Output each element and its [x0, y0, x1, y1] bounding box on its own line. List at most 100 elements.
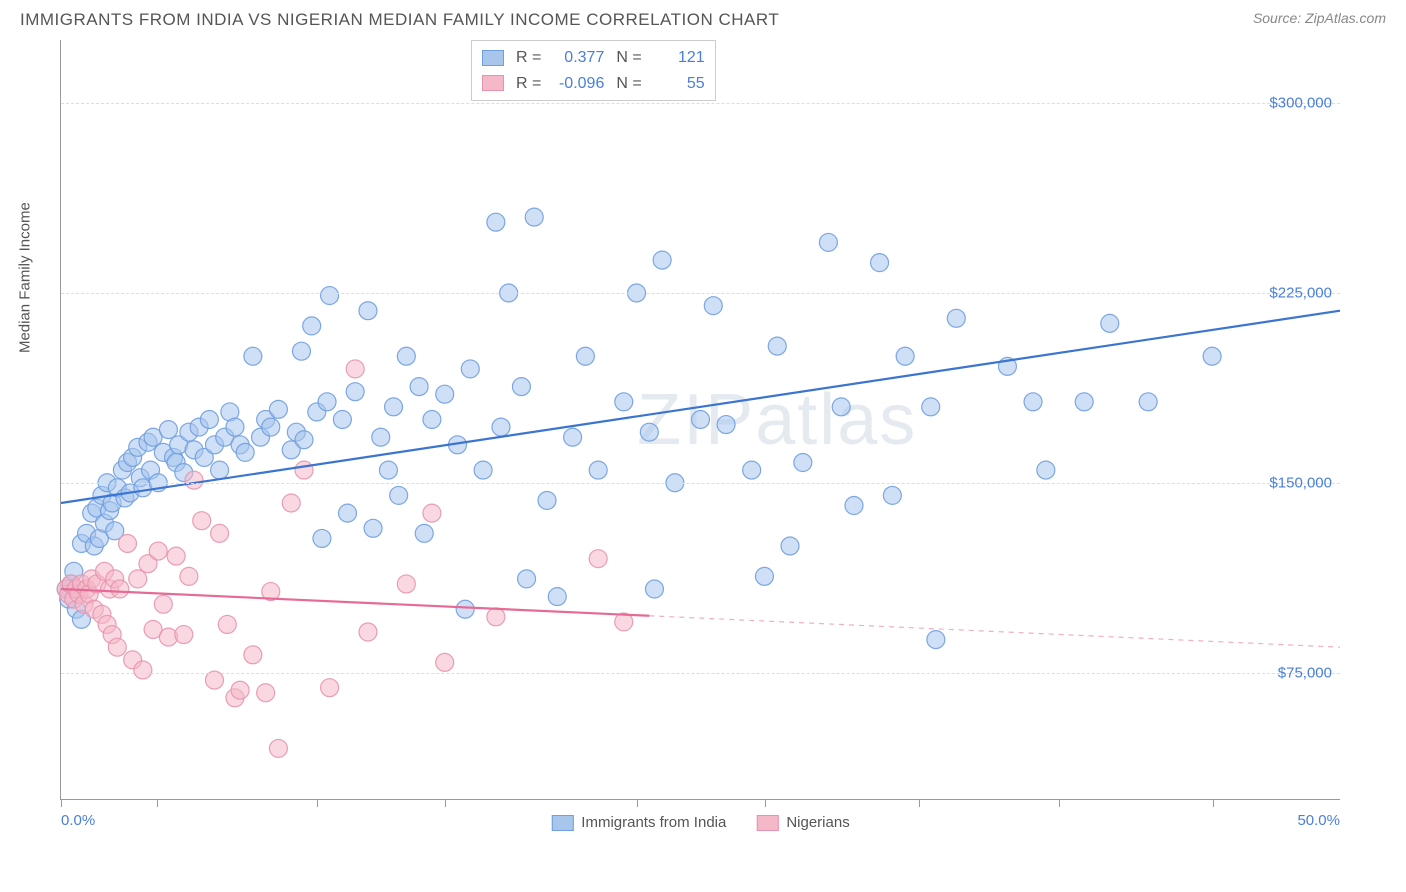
data-point — [231, 681, 249, 699]
x-tick — [61, 799, 62, 807]
data-point — [211, 524, 229, 542]
data-point — [313, 529, 331, 547]
data-point — [321, 287, 339, 305]
data-point — [704, 297, 722, 315]
chart-container: IMMIGRANTS FROM INDIA VS NIGERIAN MEDIAN… — [10, 10, 1396, 882]
data-point — [397, 347, 415, 365]
plot-wrapper: Median Family Income ZIPatlas R = 0.377 … — [60, 40, 1396, 800]
data-point — [154, 595, 172, 613]
data-point — [1203, 347, 1221, 365]
data-point — [269, 739, 287, 757]
data-point — [922, 398, 940, 416]
data-point — [180, 567, 198, 585]
x-tick — [1213, 799, 1214, 807]
data-point — [159, 421, 177, 439]
n-value-india: 121 — [650, 45, 705, 71]
data-point — [269, 400, 287, 418]
data-point — [321, 679, 339, 697]
data-point — [244, 646, 262, 664]
data-point — [318, 393, 336, 411]
data-point — [781, 537, 799, 555]
data-point — [129, 570, 147, 588]
legend-swatch-nigeria-bottom — [756, 815, 778, 831]
bottom-legend-item-nigeria: Nigerians — [756, 814, 849, 831]
data-point — [200, 411, 218, 429]
y-axis-title: Median Family Income — [17, 202, 34, 353]
data-point — [487, 213, 505, 231]
data-point — [564, 428, 582, 446]
x-tick — [637, 799, 638, 807]
data-point — [474, 461, 492, 479]
y-tick-label: $150,000 — [1269, 475, 1332, 492]
data-point — [1075, 393, 1093, 411]
data-point — [512, 378, 530, 396]
data-point — [645, 580, 663, 598]
data-point — [379, 461, 397, 479]
data-point — [333, 411, 351, 429]
data-point — [211, 461, 229, 479]
data-point — [359, 623, 377, 641]
data-point — [436, 653, 454, 671]
data-point — [423, 504, 441, 522]
data-point — [743, 461, 761, 479]
legend-stats-row-1: R = -0.096 N = 55 — [482, 71, 705, 97]
x-tick — [919, 799, 920, 807]
scatter-svg — [61, 40, 1340, 799]
data-point — [589, 461, 607, 479]
y-tick-label: $75,000 — [1278, 665, 1332, 682]
data-point — [218, 615, 236, 633]
r-label: R = — [516, 45, 541, 71]
data-point — [236, 443, 254, 461]
data-point — [717, 416, 735, 434]
data-point — [364, 519, 382, 537]
y-tick-label: $225,000 — [1269, 285, 1332, 302]
data-point — [692, 411, 710, 429]
data-point — [436, 385, 454, 403]
x-tick — [1059, 799, 1060, 807]
data-point — [111, 580, 129, 598]
x-tick — [765, 799, 766, 807]
data-point — [346, 360, 364, 378]
data-point — [1037, 461, 1055, 479]
data-point — [819, 233, 837, 251]
gridline-h — [61, 483, 1340, 484]
chart-title: IMMIGRANTS FROM INDIA VS NIGERIAN MEDIAN… — [20, 10, 779, 30]
data-point — [295, 431, 313, 449]
data-point — [134, 661, 152, 679]
data-point — [397, 575, 415, 593]
data-point — [415, 524, 433, 542]
data-point — [871, 254, 889, 272]
legend-swatch-nigeria — [482, 75, 504, 91]
data-point — [257, 684, 275, 702]
data-point — [456, 600, 474, 618]
legend-stats-row-0: R = 0.377 N = 121 — [482, 45, 705, 71]
y-tick-label: $300,000 — [1269, 95, 1332, 112]
data-point — [653, 251, 671, 269]
x-axis-max-label: 50.0% — [1297, 812, 1340, 829]
bottom-legend-item-india: Immigrants from India — [551, 814, 726, 831]
data-point — [346, 383, 364, 401]
data-point — [167, 547, 185, 565]
data-point — [423, 411, 441, 429]
data-point — [410, 378, 428, 396]
x-tick — [317, 799, 318, 807]
data-point — [615, 393, 633, 411]
data-point — [576, 347, 594, 365]
r-value-india: 0.377 — [549, 45, 604, 71]
data-point — [390, 486, 408, 504]
data-point — [303, 317, 321, 335]
bottom-legend-label-nigeria: Nigerians — [786, 814, 849, 831]
x-axis-min-label: 0.0% — [61, 812, 95, 829]
data-point — [262, 418, 280, 436]
data-point — [883, 486, 901, 504]
data-point — [640, 423, 658, 441]
x-tick — [445, 799, 446, 807]
data-point — [755, 567, 773, 585]
n-label: N = — [616, 71, 641, 97]
bottom-legend-label-india: Immigrants from India — [581, 814, 726, 831]
data-point — [385, 398, 403, 416]
x-tick — [157, 799, 158, 807]
data-point — [487, 608, 505, 626]
data-point — [1101, 314, 1119, 332]
data-point — [461, 360, 479, 378]
